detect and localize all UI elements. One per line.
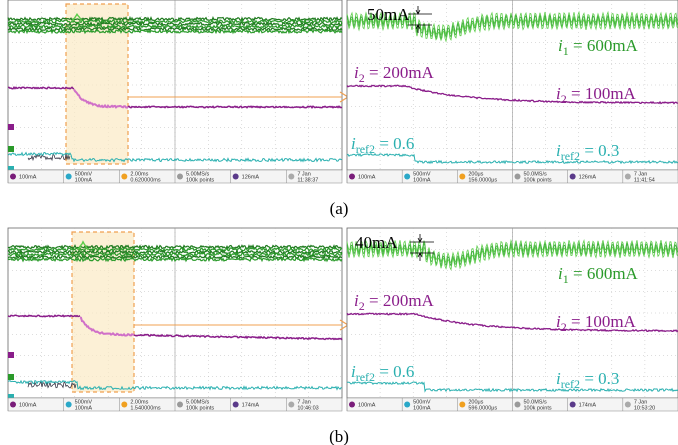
annotation: i2 = 100mA bbox=[556, 84, 637, 106]
annotation-rest: = 600mA bbox=[569, 264, 639, 283]
channel-dot bbox=[349, 402, 355, 408]
channel-dot bbox=[404, 174, 410, 180]
annotation-rest: = 0.3 bbox=[580, 141, 619, 160]
panel-label: (a) bbox=[330, 199, 349, 218]
figure: 100mA500mV100mA2.00ms0.620000ms5.00MS/s1… bbox=[0, 0, 678, 445]
annotation: i2 = 200mA bbox=[354, 291, 435, 313]
annotation-rest: = 100mA bbox=[567, 84, 637, 103]
channel-dot bbox=[177, 402, 183, 408]
channel-dot bbox=[349, 174, 355, 180]
annotation-rest: = 600mA bbox=[569, 36, 639, 55]
scope bbox=[8, 228, 348, 400]
channel-dot bbox=[66, 402, 72, 408]
annotation: i2 = 200mA bbox=[354, 63, 435, 85]
status-text: 100mA bbox=[358, 175, 376, 181]
channel-dot bbox=[233, 174, 239, 180]
status-text: 1.540000ms bbox=[130, 406, 161, 412]
status-text: 100k points bbox=[524, 178, 552, 184]
annotation: i1 = 600mA bbox=[558, 36, 639, 58]
delta-label: 50mA bbox=[367, 5, 410, 24]
channel-dot bbox=[625, 402, 631, 408]
channel-dot bbox=[233, 402, 239, 408]
status-text: 126mA bbox=[579, 175, 597, 181]
status-text: 11:41:54 bbox=[634, 178, 655, 184]
status-text: 100k points bbox=[186, 178, 214, 184]
status-text: 100k points bbox=[524, 406, 552, 412]
channel-dot bbox=[177, 174, 183, 180]
status-text: 126mA bbox=[242, 175, 260, 181]
status-text: 156.0000μs bbox=[468, 178, 497, 184]
annotation-sub: ref2 bbox=[356, 370, 375, 384]
delta-label: 40mA bbox=[355, 233, 398, 252]
channel-dot bbox=[10, 174, 16, 180]
channel-marker bbox=[8, 352, 14, 358]
status-text: 0.620000ms bbox=[130, 178, 161, 184]
annotation-sub: ref2 bbox=[561, 377, 580, 391]
status-text: 10:53:20 bbox=[634, 406, 655, 412]
scope bbox=[8, 0, 348, 172]
channel-marker bbox=[8, 146, 14, 152]
trace-i2 bbox=[8, 315, 80, 316]
channel-dot bbox=[459, 402, 465, 408]
status-text: 100mA bbox=[413, 406, 431, 412]
channel-dot bbox=[10, 402, 16, 408]
status-text: 100mA bbox=[19, 403, 37, 409]
channel-dot bbox=[404, 402, 410, 408]
status-text: 100mA bbox=[413, 178, 431, 184]
annotation-rest: = 100mA bbox=[567, 312, 637, 331]
channel-dot bbox=[121, 402, 127, 408]
status-text: 174mA bbox=[242, 403, 260, 409]
channel-dot bbox=[570, 402, 576, 408]
status-text: 11:38:37 bbox=[297, 178, 318, 184]
annotation-sub: ref2 bbox=[356, 142, 375, 156]
annotation-rest: = 200mA bbox=[365, 291, 435, 310]
annotation-rest: = 0.6 bbox=[375, 362, 414, 381]
channel-dot bbox=[121, 174, 127, 180]
channel-dot bbox=[66, 174, 72, 180]
panel-label: (b) bbox=[329, 427, 349, 445]
channel-marker bbox=[8, 374, 14, 380]
status-text: 100k points bbox=[186, 406, 214, 412]
status-text: 100mA bbox=[75, 178, 93, 184]
status-text: 100mA bbox=[358, 403, 376, 409]
channel-dot bbox=[459, 174, 465, 180]
annotation-sub: ref2 bbox=[561, 149, 580, 163]
annotation: i2 = 100mA bbox=[556, 312, 637, 334]
annotation-rest: = 200mA bbox=[365, 63, 435, 82]
status-text: 100mA bbox=[75, 406, 93, 412]
status-text: 174mA bbox=[579, 403, 597, 409]
channel-dot bbox=[288, 174, 294, 180]
status-text: 10:46:03 bbox=[297, 406, 318, 412]
annotation-rest: = 0.3 bbox=[580, 369, 619, 388]
annotation-rest: = 0.6 bbox=[375, 134, 414, 153]
channel-dot bbox=[288, 402, 294, 408]
channel-dot bbox=[515, 402, 521, 408]
channel-dot bbox=[570, 174, 576, 180]
status-text: 596.0000μs bbox=[468, 406, 497, 412]
channel-dot bbox=[515, 174, 521, 180]
channel-marker bbox=[8, 124, 14, 130]
annotation: i1 = 600mA bbox=[558, 264, 639, 286]
status-text: 100mA bbox=[19, 175, 37, 181]
channel-dot bbox=[625, 174, 631, 180]
